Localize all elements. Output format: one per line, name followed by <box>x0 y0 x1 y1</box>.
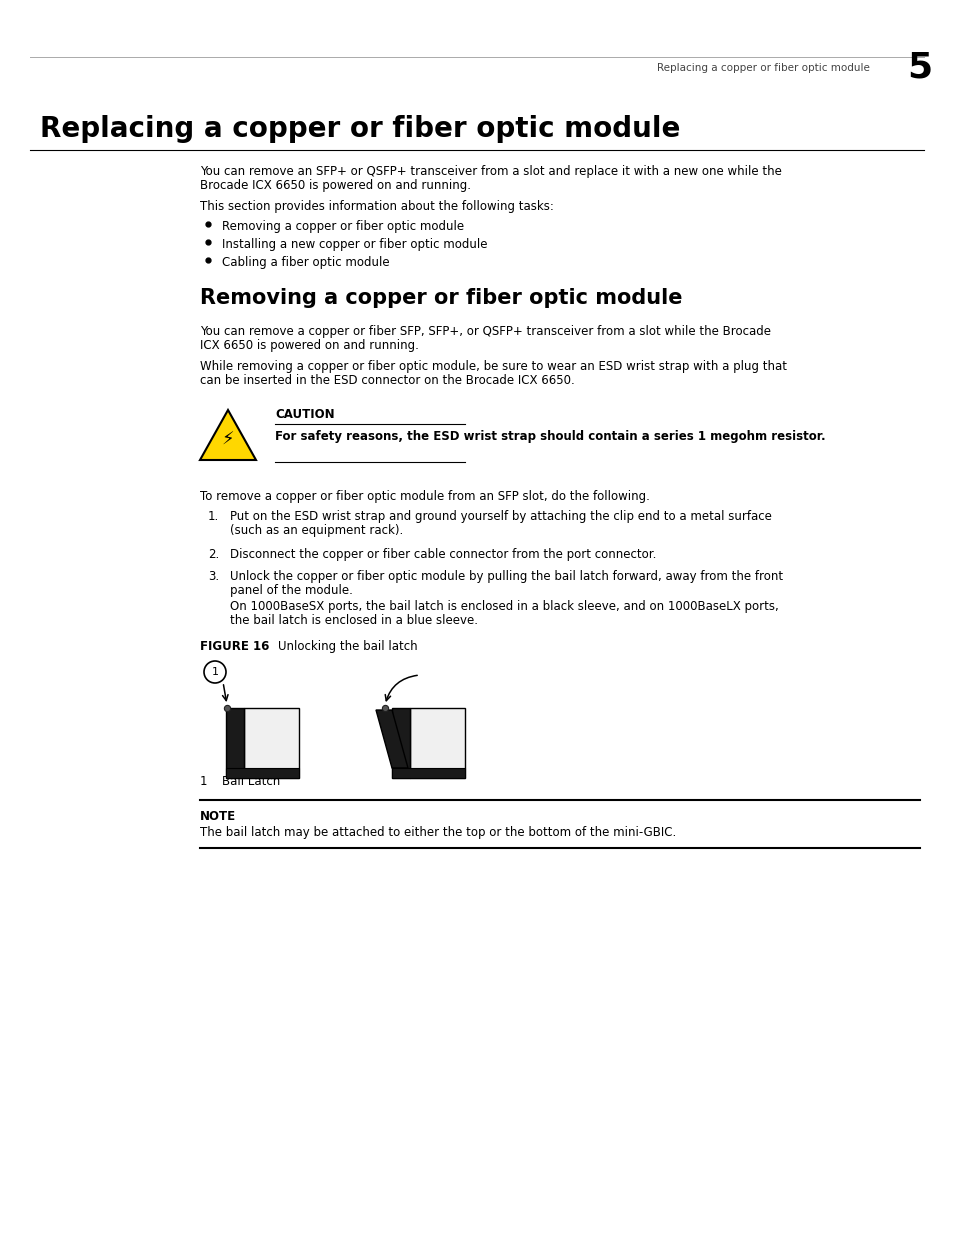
Bar <box>392 708 410 778</box>
Text: While removing a copper or fiber optic module, be sure to wear an ESD wrist stra: While removing a copper or fiber optic m… <box>200 359 786 373</box>
Text: To remove a copper or fiber optic module from an SFP slot, do the following.: To remove a copper or fiber optic module… <box>200 490 649 503</box>
Text: NOTE: NOTE <box>200 810 236 823</box>
Text: Unlock the copper or fiber optic module by pulling the bail latch forward, away : Unlock the copper or fiber optic module … <box>230 571 782 583</box>
Text: You can remove a copper or fiber SFP, SFP+, or QSFP+ transceiver from a slot whi: You can remove a copper or fiber SFP, SF… <box>200 325 770 338</box>
Polygon shape <box>375 710 408 768</box>
Text: (such as an equipment rack).: (such as an equipment rack). <box>230 524 403 537</box>
Text: can be inserted in the ESD connector on the Brocade ICX 6650.: can be inserted in the ESD connector on … <box>200 374 574 387</box>
Text: You can remove an SFP+ or QSFP+ transceiver from a slot and replace it with a ne: You can remove an SFP+ or QSFP+ transcei… <box>200 165 781 178</box>
Polygon shape <box>200 410 255 459</box>
Text: FIGURE 16: FIGURE 16 <box>200 640 269 653</box>
Text: This section provides information about the following tasks:: This section provides information about … <box>200 200 554 212</box>
Text: 1.: 1. <box>208 510 219 522</box>
Text: Removing a copper or fiber optic module: Removing a copper or fiber optic module <box>200 288 681 308</box>
Text: Disconnect the copper or fiber cable connector from the port connector.: Disconnect the copper or fiber cable con… <box>230 548 656 561</box>
Text: panel of the module.: panel of the module. <box>230 584 353 597</box>
Text: 5: 5 <box>906 49 932 84</box>
Bar <box>244 708 298 778</box>
Text: 1: 1 <box>200 776 208 788</box>
Text: ⚡: ⚡ <box>221 431 234 450</box>
Text: CAUTION: CAUTION <box>274 408 335 421</box>
Text: Replacing a copper or fiber optic module: Replacing a copper or fiber optic module <box>657 63 869 73</box>
Text: Installing a new copper or fiber optic module: Installing a new copper or fiber optic m… <box>222 238 487 251</box>
Text: the bail latch is enclosed in a blue sleeve.: the bail latch is enclosed in a blue sle… <box>230 614 477 627</box>
Text: Put on the ESD wrist strap and ground yourself by attaching the clip end to a me: Put on the ESD wrist strap and ground yo… <box>230 510 771 522</box>
Text: Replacing a copper or fiber optic module: Replacing a copper or fiber optic module <box>40 115 679 143</box>
Text: The bail latch may be attached to either the top or the bottom of the mini-GBIC.: The bail latch may be attached to either… <box>200 826 676 839</box>
Text: For safety reasons, the ESD wrist strap should contain a series 1 megohm resisto: For safety reasons, the ESD wrist strap … <box>274 430 824 443</box>
Text: Cabling a fiber optic module: Cabling a fiber optic module <box>222 256 389 269</box>
Text: 3.: 3. <box>208 571 219 583</box>
Bar <box>226 708 244 778</box>
Bar <box>410 708 464 778</box>
Text: Removing a copper or fiber optic module: Removing a copper or fiber optic module <box>222 220 464 233</box>
Bar <box>392 768 464 778</box>
Text: Brocade ICX 6650 is powered on and running.: Brocade ICX 6650 is powered on and runni… <box>200 179 471 191</box>
Text: ICX 6650 is powered on and running.: ICX 6650 is powered on and running. <box>200 338 418 352</box>
Text: On 1000BaseSX ports, the bail latch is enclosed in a black sleeve, and on 1000Ba: On 1000BaseSX ports, the bail latch is e… <box>230 600 778 613</box>
Text: 2.: 2. <box>208 548 219 561</box>
Bar <box>226 768 298 778</box>
Text: Bail Latch: Bail Latch <box>222 776 280 788</box>
Text: Unlocking the bail latch: Unlocking the bail latch <box>277 640 417 653</box>
Text: 1: 1 <box>212 667 218 677</box>
